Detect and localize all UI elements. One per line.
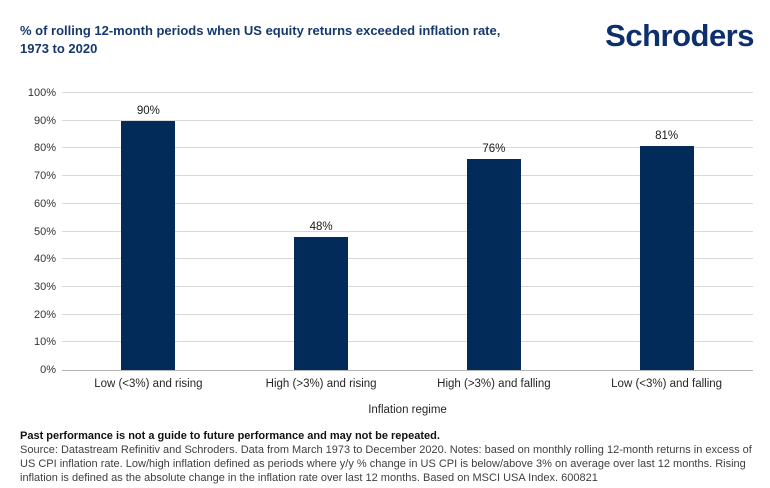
x-category-label: Low (<3%) and rising [94, 378, 203, 390]
chart-title-line2: 1973 to 2020 [20, 41, 98, 56]
gridline-40% [62, 258, 753, 260]
plot-area: 90% 48% 76% 81% [62, 92, 753, 371]
gridline-10% [62, 341, 753, 343]
y-tick-label: 30% [33, 280, 56, 293]
x-category-label: High (>3%) and falling [437, 378, 551, 390]
y-tick-label: 20% [33, 308, 56, 321]
y-tick-label: 40% [33, 253, 56, 266]
gridline-50% [62, 230, 753, 232]
bar-High (>3%) and rising [294, 237, 349, 370]
schroders-logo: Schroders [605, 18, 754, 53]
x-category-label: Low (<3%) and falling [611, 378, 723, 390]
bar-value-label: 76% [482, 143, 506, 156]
gridline-100% [62, 92, 753, 93]
y-tick-label: 50% [33, 225, 56, 238]
y-tick-label: 60% [33, 197, 56, 210]
gridline-80% [62, 147, 753, 149]
bar-Low (<3%) and falling [639, 145, 694, 370]
y-tick-label: 70% [33, 170, 56, 183]
gridline-60% [62, 202, 753, 204]
disclaimer-text: Past performance is not a guide to futur… [20, 430, 440, 442]
chart-footer: Past performance is not a guide to futur… [20, 429, 764, 485]
gridline-30% [62, 285, 753, 287]
gridline-90% [62, 119, 753, 121]
chart-title-line1: % of rolling 12-month periods when US eq… [20, 23, 501, 38]
y-tick-label: 80% [33, 142, 56, 155]
bar-Low (<3%) and rising [121, 120, 176, 370]
y-tick-label: 0% [40, 364, 56, 376]
x-category-label: High (>3%) and rising [265, 378, 377, 390]
bar-value-label: 48% [309, 221, 333, 234]
gridline-20% [62, 313, 753, 315]
y-tick-label: 90% [33, 114, 56, 127]
gridline-70% [62, 175, 753, 177]
y-tick-label: 100% [27, 87, 56, 99]
chart-title: % of rolling 12-month periods when US eq… [20, 22, 580, 58]
bar-value-label: 81% [655, 129, 679, 142]
bar-chart: 90% 48% 76% 81% 0% 10% 20% 30% 40% 50% 60% 70% 80% 9… [27, 87, 753, 390]
source-text: Source: Datastream Refinitiv and Schrode… [20, 444, 752, 484]
bar-value-label: 90% [136, 104, 160, 117]
bar-High (>3%) and falling [466, 159, 521, 370]
x-axis-title: Inflation regime [368, 404, 447, 416]
gridline-0% [62, 370, 753, 371]
y-tick-label: 10% [33, 336, 56, 349]
